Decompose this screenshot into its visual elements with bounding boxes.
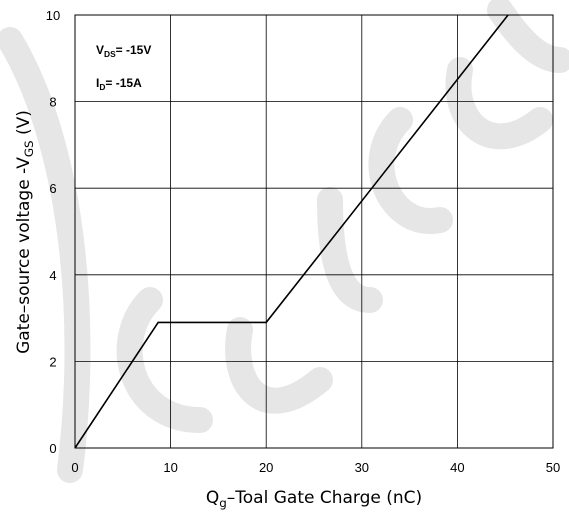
x-tick-labels: 0 10 20 30 40 50: [71, 460, 560, 475]
annotation-0: VDS= -15V: [96, 43, 151, 59]
annotations: VDS= -15V ID= -15A: [96, 43, 151, 92]
x-axis-title-rest: –Toal Gate Charge (nC): [227, 488, 422, 508]
y-tick-label: 0: [49, 441, 56, 456]
watermark-graphic: [0, 0, 569, 483]
x-tick-label: 0: [71, 460, 78, 475]
annotation-0-main: V: [96, 43, 104, 57]
x-tick-label: 50: [546, 460, 560, 475]
y-axis-title-sub: GS: [22, 140, 36, 157]
plot-area-frame: [74, 14, 554, 449]
gate-charge-curve: [74, 14, 509, 449]
y-axis-title: Gate–source voltage -VGS (V): [14, 110, 36, 354]
annotation-1-subscript: D: [99, 82, 105, 92]
y-tick-label: 6: [49, 181, 56, 196]
x-axis-title-sub: g: [219, 496, 227, 510]
y-tick-label: 8: [49, 95, 56, 110]
x-tick-label: 20: [259, 460, 273, 475]
x-axis-title-main: Q: [206, 488, 219, 508]
x-tick-label: 30: [355, 460, 369, 475]
annotation-0-subscript: DS: [104, 49, 116, 59]
y-axis-title-main: Gate–source voltage -V: [14, 157, 34, 354]
y-tick-label: 2: [49, 354, 56, 369]
y-tick-labels: 0 2 4 6 8 10: [46, 8, 60, 456]
annotation-1-rest: = -15A: [105, 76, 142, 90]
x-axis-title: Qg–Toal Gate Charge (nC): [206, 488, 422, 510]
y-tick-label: 4: [49, 268, 56, 283]
y-axis-title-rest: (V): [14, 110, 34, 140]
x-tick-label: 10: [163, 460, 177, 475]
annotation-0-rest: = -15V: [116, 43, 152, 57]
y-tick-label: 10: [46, 8, 60, 23]
grid-lines: [75, 15, 553, 448]
x-tick-label: 40: [450, 460, 464, 475]
annotation-1: ID= -15A: [96, 76, 142, 92]
annotation-1-main: I: [96, 76, 99, 90]
series-layer: [74, 14, 509, 449]
